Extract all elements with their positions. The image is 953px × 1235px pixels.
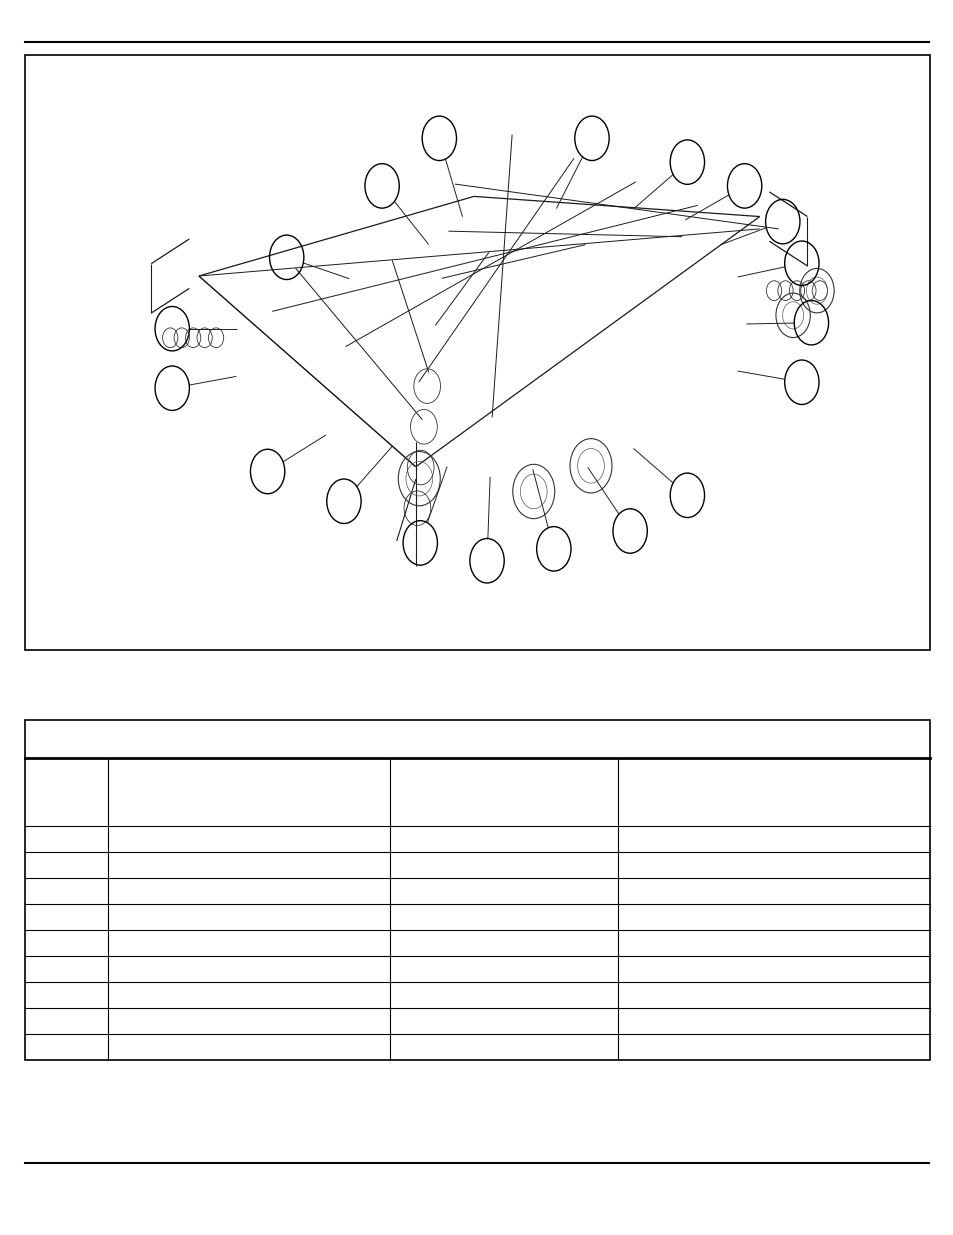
Bar xyxy=(25,56,929,650)
Bar xyxy=(25,720,929,1060)
